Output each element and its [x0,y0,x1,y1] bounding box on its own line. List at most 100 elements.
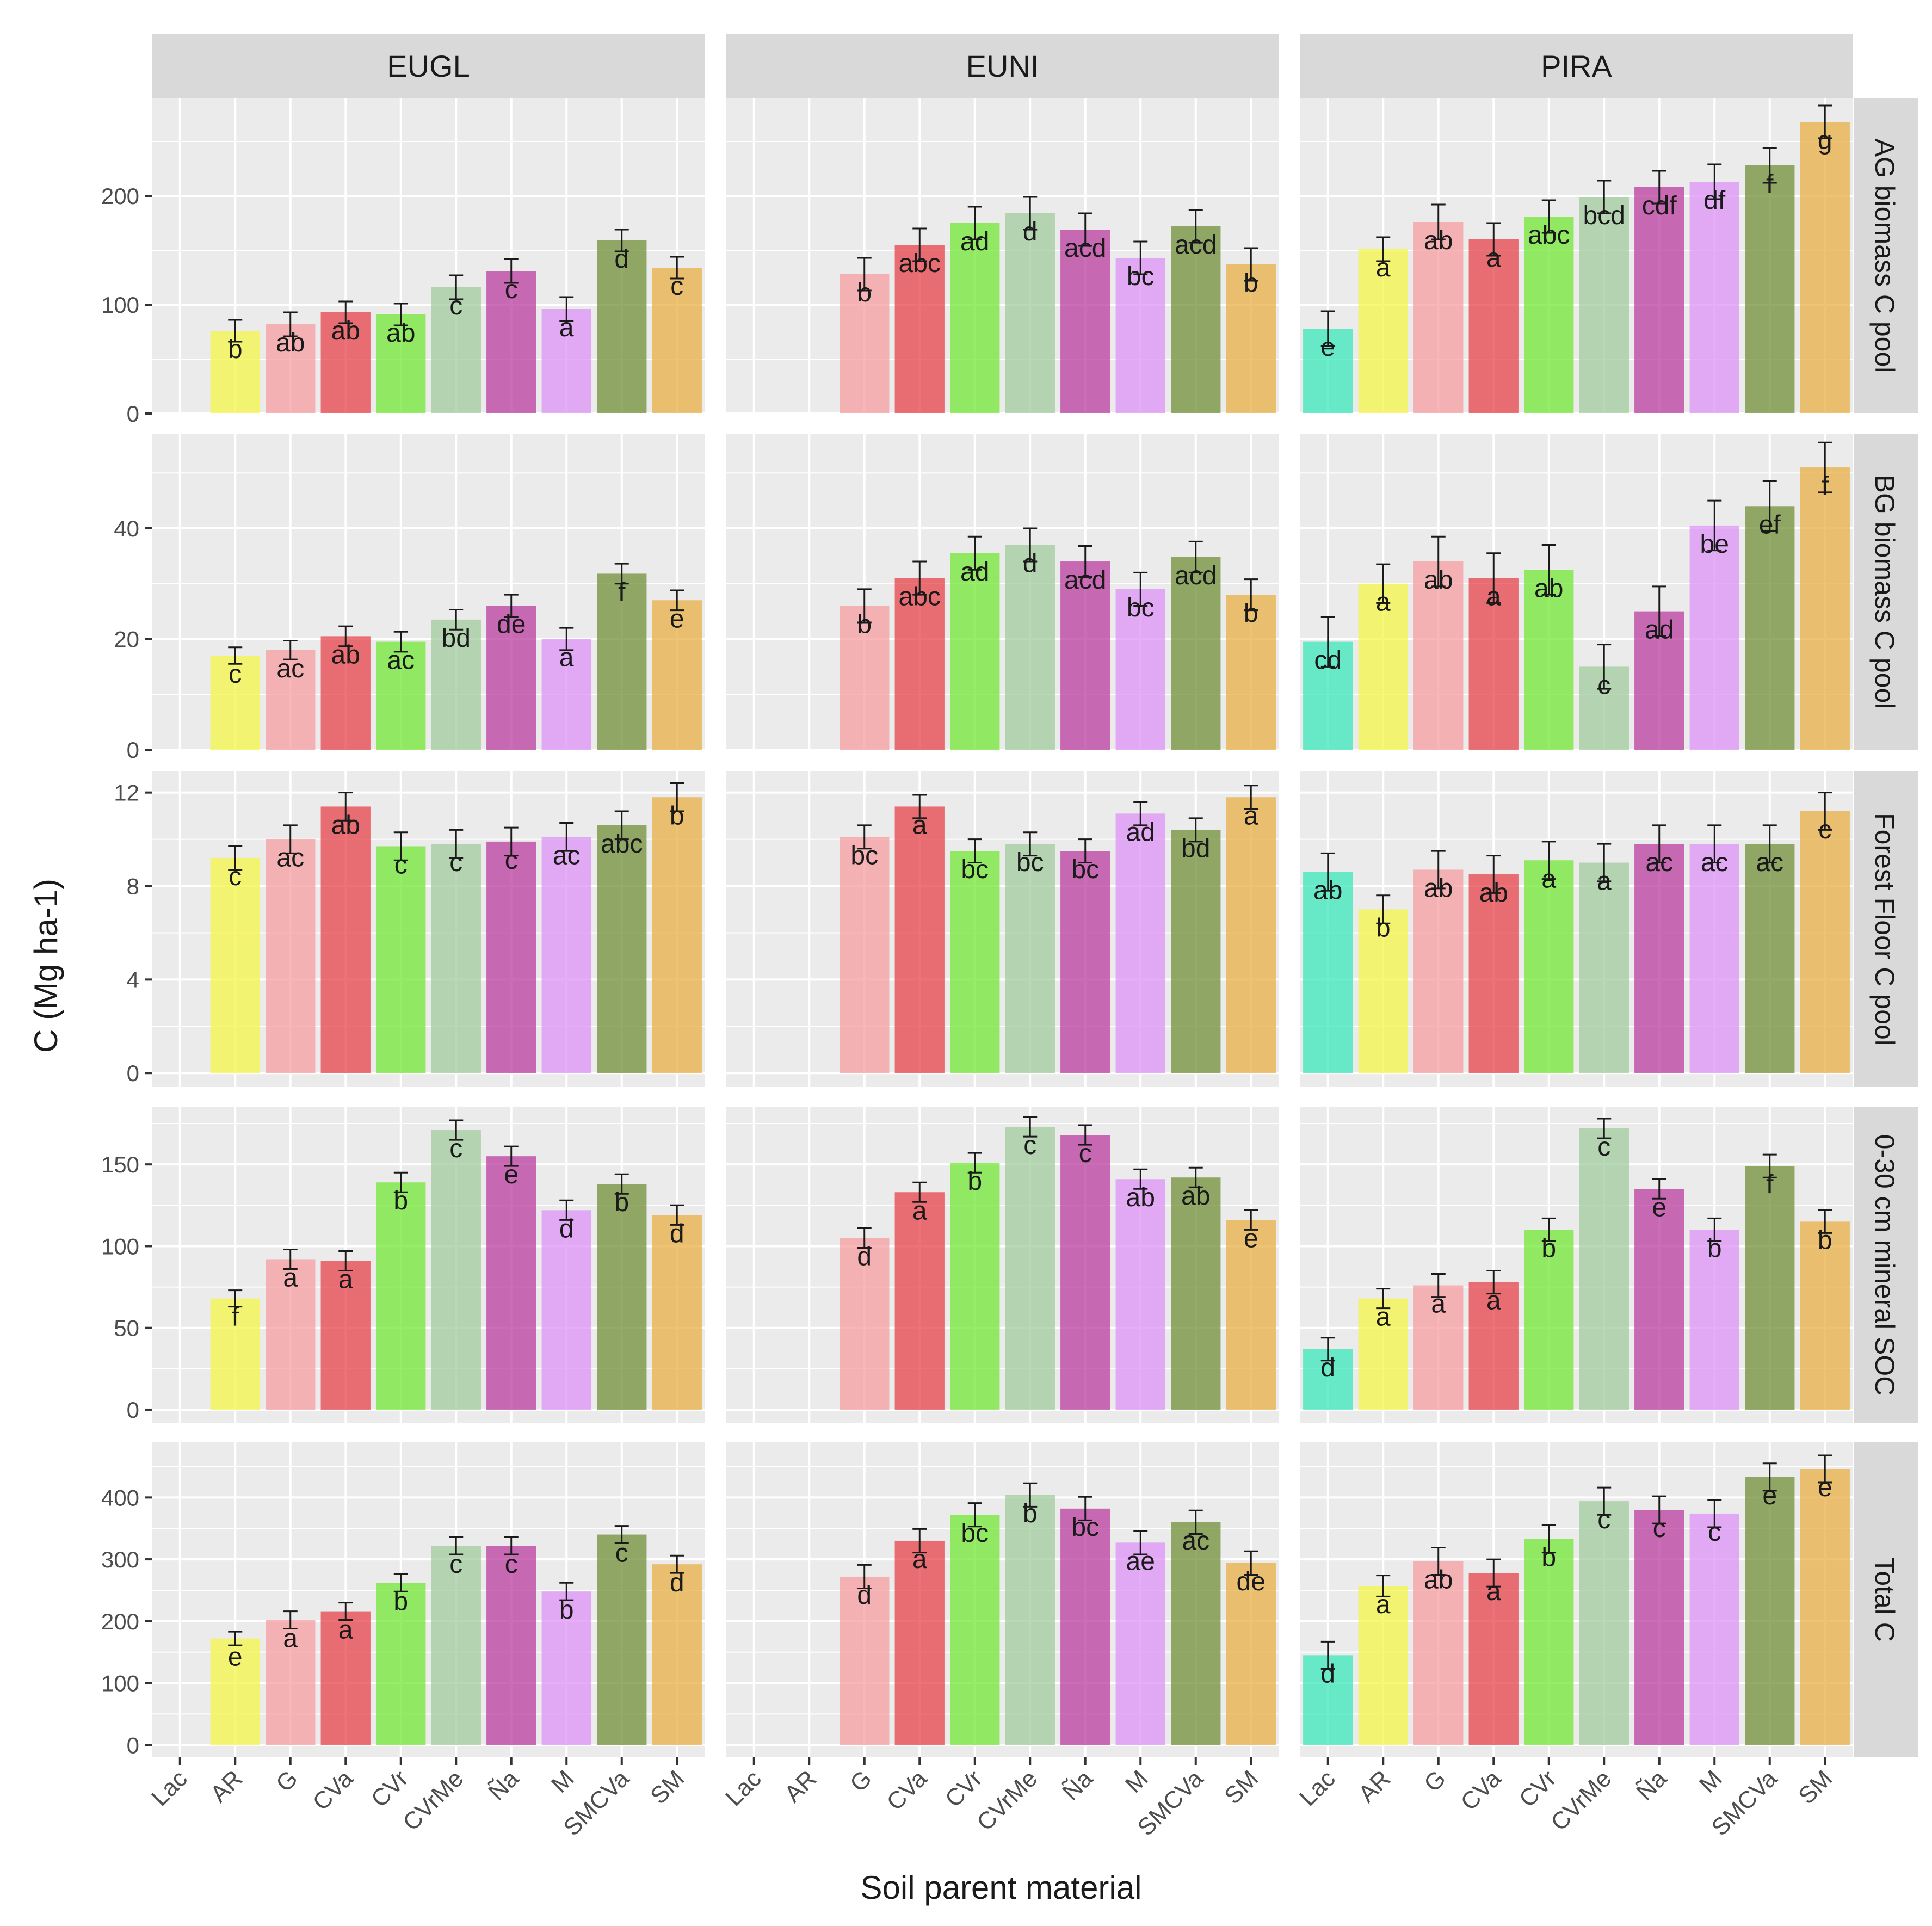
significance-letter: c [229,862,242,891]
significance-letter: b [228,335,243,364]
significance-letter: b [1244,599,1258,628]
bar-sm [1226,264,1276,413]
x-tick-label: AR [1353,1765,1396,1807]
significance-letter: c [1818,816,1831,844]
x-tick-label: AR [205,1765,248,1807]
significance-letter: ab [331,317,360,345]
significance-letter: ab [1534,574,1563,603]
significance-letter: d [614,245,629,274]
significance-letter: ae [1126,1547,1155,1576]
significance-letter: b [857,279,872,307]
significance-letter: abc [1528,221,1570,250]
significance-letter: ad [1126,818,1155,847]
bar-sm [1226,1563,1276,1745]
bar-g [266,324,316,413]
x-tick-label: M [1120,1765,1153,1798]
panel-pira-row-2: cd a ab a ab c ad be ef f [1300,434,1853,751]
bar-cva [894,1540,945,1745]
bar-m [541,309,591,413]
y-tick-label: 100 [101,1233,139,1259]
significance-letter: b [1707,1234,1722,1263]
significance-letter: bc [1127,262,1155,291]
x-tick-label: G [845,1765,877,1797]
bar-cvr [950,1163,1000,1410]
bar-m [1115,813,1165,1073]
x-tick-label: Ña [1057,1764,1098,1806]
x-tick-label: G [271,1765,303,1797]
significance-letter: acd [1064,234,1106,263]
significance-letter: b [393,1587,408,1616]
bar-m [541,837,591,1073]
significance-letter: ac [1645,848,1673,877]
bar-smcva [597,825,647,1073]
significance-letter: c [449,1134,462,1163]
bar-smcva [1171,557,1221,750]
bar-ña [1634,1510,1684,1745]
bar-sm [1800,467,1850,750]
significance-letter: e [504,1160,519,1189]
bar-sm [1800,1469,1850,1745]
significance-letter: a [912,811,927,839]
bar-ar [210,857,260,1073]
bar-cvrme [1579,862,1629,1073]
significance-letter: ab [1313,876,1342,905]
y-tick-label: 0 [127,737,139,763]
significance-letter: ab [331,640,360,669]
bar-smcva [1745,1166,1795,1410]
bar-cva [894,245,945,413]
y-tick-label: 200 [101,1609,139,1634]
bar-cvrme [1579,197,1629,413]
significance-letter: a [1431,1290,1446,1319]
x-tick-label: CVrMe [398,1765,468,1836]
significance-letter: b [393,1187,408,1215]
x-tick-label: Ña [1631,1764,1672,1806]
significance-letter: f [232,1303,239,1332]
significance-letter: abc [899,249,941,278]
significance-letter: ab [1424,566,1453,595]
bar-ña [486,1156,536,1410]
bar-cvr [1524,217,1574,413]
bar-smcva [1745,165,1795,413]
bar-g [840,274,890,413]
bar-sm [1226,595,1276,750]
significance-letter: bc [1127,594,1155,622]
y-tick-label: 40 [114,516,139,541]
significance-letter: ac [1182,1527,1209,1555]
significance-letter: d [670,1569,684,1597]
significance-letter: ef [1759,510,1781,539]
bar-g [1413,561,1464,750]
x-tick-label: M [546,1765,579,1798]
y-tick-label: 4 [127,967,139,992]
significance-letter: c [229,660,242,689]
x-tick-label: CVrMe [972,1765,1042,1836]
significance-letter: d [670,1219,684,1248]
significance-letter: d [559,1214,574,1243]
bar-ar [210,331,260,413]
bar-ar [210,1638,260,1745]
bar-smcva [1171,1177,1221,1410]
significance-letter: ac [1756,848,1783,877]
bar-cvrme [1005,1495,1055,1745]
significance-letter: cd [1314,646,1342,675]
significance-letter: b [857,610,872,639]
significance-letter: c [449,848,462,877]
significance-letter: ab [1424,226,1453,255]
x-tick-label: CVa [1455,1765,1506,1816]
significance-letter: ad [1645,616,1674,645]
bar-m [541,1591,591,1745]
bar-sm [1800,122,1850,413]
significance-letter: b [559,1596,574,1625]
y-tick-label: 400 [101,1485,139,1510]
y-tick-label: 100 [101,292,139,318]
facet-row-strip [1854,1442,1918,1757]
significance-letter: a [1376,1303,1391,1332]
significance-letter: a [338,1265,353,1294]
significance-letter: abc [601,830,643,859]
significance-letter: d [1320,1659,1335,1688]
significance-letter: ab [1181,1182,1210,1211]
bar-m [1689,844,1739,1073]
bar-m [1115,589,1165,750]
